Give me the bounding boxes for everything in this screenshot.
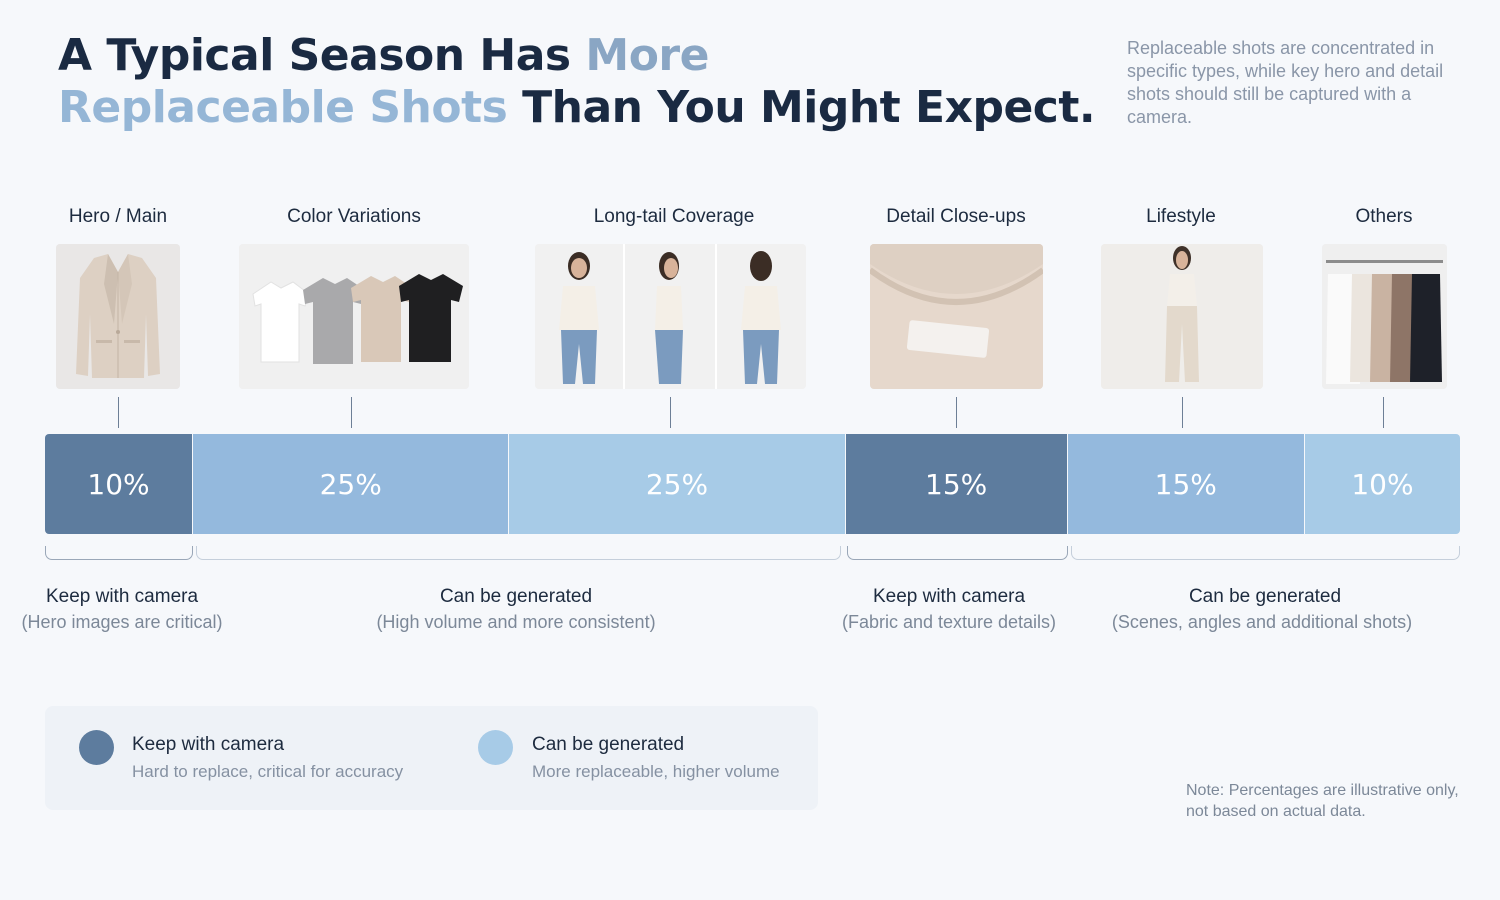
legend-swatch-camera [79,730,114,765]
connector-line [118,397,119,428]
legend-subtitle-camera: Hard to replace, critical for accuracy [132,762,404,781]
bar-value-label: 10% [87,467,150,501]
category-label-lifestyle: Lifestyle [1146,206,1216,227]
group-title-generated-2: Can be generated [1188,586,1342,607]
legend-title-camera: Keep with camera [132,734,285,755]
group-subtitle-generated-2: (Scenes, angles and additional shots) [1111,612,1413,632]
bracket-generated-2 [1071,546,1460,560]
group-title-camera-detail: Keep with camera [872,586,1026,607]
bar-segment-long-tail: 25% [509,434,845,534]
bar-segment-lifestyle: 15% [1067,434,1304,534]
intro-text: Replaceable shots are concentrated in sp… [1127,38,1444,127]
connector-line [351,397,352,428]
bar-value-label: 25% [645,467,709,501]
connector-line [1383,397,1384,428]
bar-value-label: 15% [925,467,988,501]
legend: Keep with camera Hard to replace, critic… [45,706,818,810]
group-title-generated-1: Can be generated [439,586,593,607]
bar-value-label: 15% [1154,467,1217,501]
bracket-generated-1 [196,546,841,560]
legend-subtitle-generated: More replaceable, higher volume [532,762,780,781]
bar-segment-color-variations: 25% [193,434,509,534]
group-subtitle-generated-1: (High volume and more consistent) [376,612,656,632]
fabric-closeup-photo-icon [870,244,1043,389]
footnote: Note: Percentages are illustrative only,… [1186,782,1459,820]
bar-segment-hero: 10% [45,434,193,534]
group-title-camera-hero: Keep with camera [45,586,199,607]
title-line1-accent: More [585,30,709,81]
bar-value-label: 10% [1351,467,1414,501]
tshirts-color-photo-icon [239,244,469,389]
category-label-others: Others [1355,206,1413,227]
title-line1-dark: A Typical Season Has [58,30,586,81]
group-subtitle-camera-hero: (Hero images are critical) [21,612,223,632]
connector-line [1182,397,1183,428]
group-subtitle-camera-detail: (Fabric and texture details) [841,612,1057,632]
legend-title-generated: Can be generated [532,734,685,755]
bracket-camera-hero [45,546,193,560]
page-title: A Typical Season Has More Replaceable Sh… [58,30,1096,134]
bar-segment-others: 10% [1304,434,1460,534]
bracket-camera-detail [847,546,1068,560]
model-angles-photo-icon [535,244,806,389]
clothing-rack-photo-icon [1322,244,1447,389]
legend-swatch-generated [478,730,513,765]
connector-line [956,397,957,428]
connector-line [670,397,671,428]
title-line2-accent: Replaceable Shots [58,82,508,133]
category-label-long-tail: Long-tail Coverage [593,206,755,227]
category-label-detail: Detail Close-ups [886,206,1026,227]
model-lifestyle-photo-icon [1101,244,1263,389]
bar-segment-detail: 15% [845,434,1067,534]
title-line2-dark: Than You Might Expect. [507,82,1096,133]
category-label-color-variations: Color Variations [287,206,421,227]
blazer-photo-icon [56,244,180,389]
category-label-hero: Hero / Main [68,206,168,227]
bar-value-label: 25% [319,467,382,501]
